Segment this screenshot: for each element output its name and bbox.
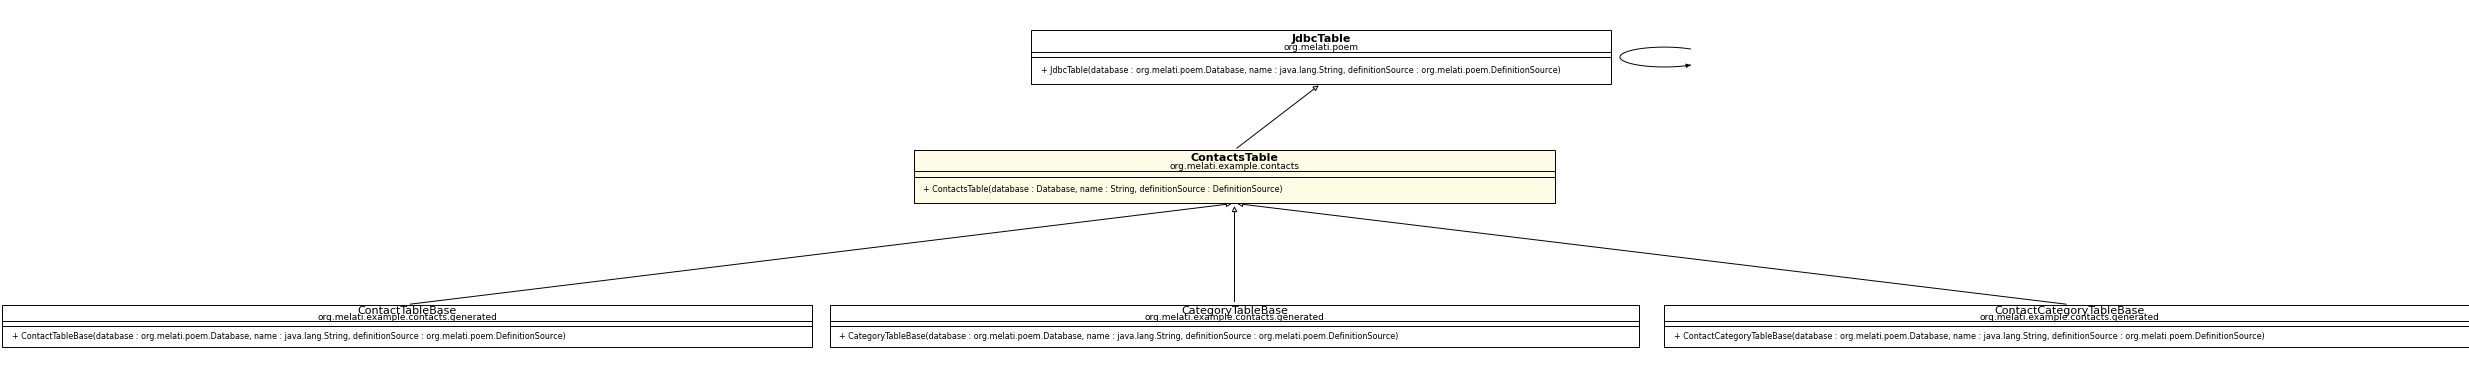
Text: org.melati.example.contacts: org.melati.example.contacts <box>1170 162 1299 171</box>
Text: + ContactsTable(database : Database, name : String, definitionSource : Definitio: + ContactsTable(database : Database, nam… <box>923 185 1284 194</box>
Text: ContactCategoryTableBase: ContactCategoryTableBase <box>1995 306 2143 316</box>
Bar <box>914 150 1555 203</box>
Text: org.melati.example.contacts.generated: org.melati.example.contacts.generated <box>1980 313 2158 322</box>
Bar <box>1032 31 1612 84</box>
Bar <box>2 305 812 347</box>
Text: + JdbcTable(database : org.melati.poem.Database, name : java.lang.String, defini: + JdbcTable(database : org.melati.poem.D… <box>1042 66 1560 75</box>
Text: + CategoryTableBase(database : org.melati.poem.Database, name : java.lang.String: + CategoryTableBase(database : org.melat… <box>839 332 1400 341</box>
Text: org.melati.example.contacts.generated: org.melati.example.contacts.generated <box>1146 313 1323 322</box>
Text: + ContactCategoryTableBase(database : org.melati.poem.Database, name : java.lang: + ContactCategoryTableBase(database : or… <box>1674 332 2264 341</box>
Text: ContactTableBase: ContactTableBase <box>358 306 457 316</box>
Text: + ContactTableBase(database : org.melati.poem.Database, name : java.lang.String,: + ContactTableBase(database : org.melati… <box>12 332 565 341</box>
Bar <box>1664 305 2469 347</box>
Text: org.melati.poem: org.melati.poem <box>1284 43 1358 52</box>
Text: org.melati.example.contacts.generated: org.melati.example.contacts.generated <box>319 313 496 322</box>
Text: CategoryTableBase: CategoryTableBase <box>1180 306 1289 316</box>
Text: JdbcTable: JdbcTable <box>1291 34 1351 44</box>
Bar <box>830 305 1639 347</box>
Text: ContactsTable: ContactsTable <box>1190 153 1279 163</box>
